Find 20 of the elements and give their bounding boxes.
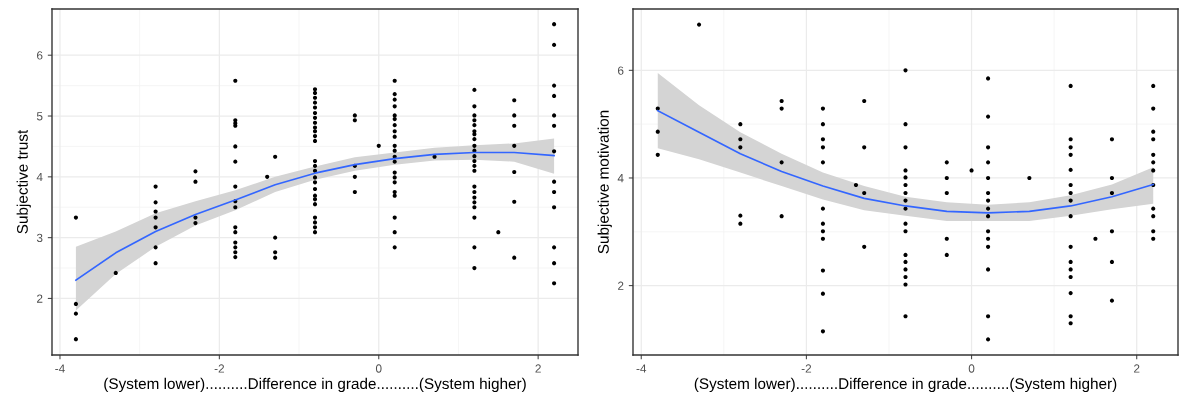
y-tick-label: 2 — [37, 294, 43, 303]
y-tick-label: 5 — [36, 112, 43, 121]
x-tick-label: -4 — [636, 364, 647, 373]
y-axis-title: Subjective motivation — [597, 110, 612, 254]
y-tick-label: 3 — [36, 233, 43, 243]
x-axis-title: (System lower)..........Difference in grade..........(System higher) — [694, 377, 1117, 393]
x-axis-title: (System lower)..........Difference in grade..........(System higher) — [104, 377, 526, 393]
y-tick-label: 2 — [618, 281, 624, 290]
x-tick-label: 0 — [375, 364, 382, 373]
y-tick-label: 6 — [37, 51, 43, 60]
y-axis-title: Subjective trust — [16, 129, 31, 234]
x-tick-label: -2 — [801, 364, 812, 373]
y-tick-label: 4 — [617, 174, 624, 183]
x-tick-label: 2 — [535, 364, 541, 373]
x-tick-label: -2 — [214, 364, 225, 373]
y-tick-label: 4 — [36, 172, 43, 182]
x-tick-label: 2 — [1134, 364, 1140, 373]
x-tick-label: 0 — [968, 364, 975, 373]
y-tick-label: 6 — [618, 66, 624, 75]
x-tick-label: -4 — [55, 364, 65, 373]
